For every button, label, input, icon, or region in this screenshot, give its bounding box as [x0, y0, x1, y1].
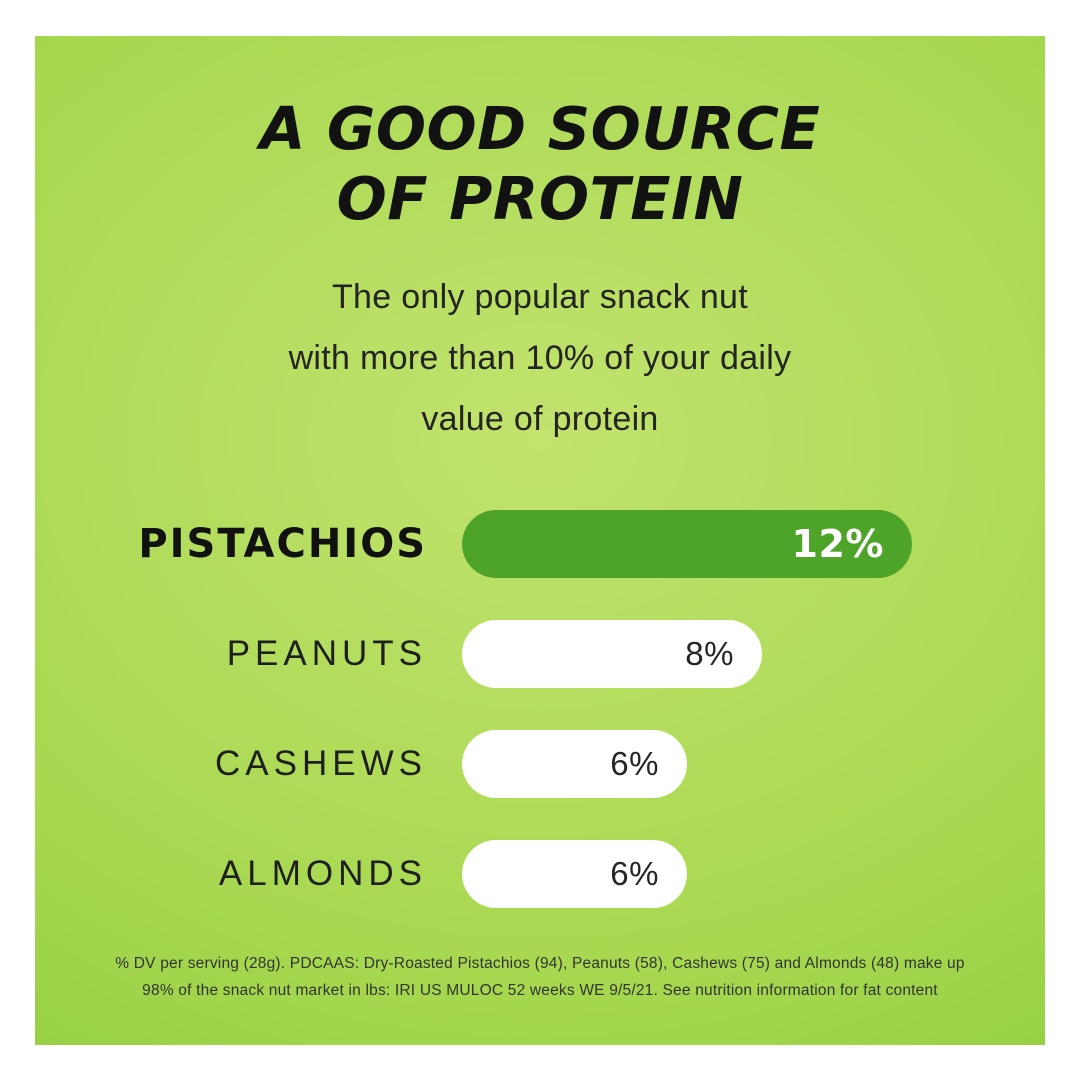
bar-value-peanuts: 8%	[685, 635, 734, 673]
footnote-disclaimer: % DV per serving (28g). PDCAAS: Dry-Roas…	[35, 950, 1045, 1004]
bar-cashews: 6%	[462, 730, 687, 799]
bar-peanuts: 8%	[462, 620, 762, 689]
page-title: A GOOD SOURCE OF PROTEIN	[35, 94, 1045, 233]
subtitle: The only popular snack nut with more tha…	[35, 267, 1045, 450]
chart-row-cashews: CASHEWS 6%	[35, 730, 1045, 799]
bar-label-pistachios: PISTACHIOS	[138, 521, 427, 568]
chart-row-almonds: ALMONDS 6%	[35, 840, 1045, 909]
bar-value-pistachios: 12%	[791, 522, 884, 567]
bar-value-almonds: 6%	[610, 855, 659, 893]
bar-value-cashews: 6%	[610, 745, 659, 783]
subtitle-line-3: value of protein	[421, 400, 659, 439]
chart-row-peanuts: PEANUTS 8%	[35, 620, 1045, 689]
chart-row-pistachios: PISTACHIOS 12%	[35, 510, 1045, 579]
bar-pistachios: 12%	[462, 510, 912, 579]
protein-bar-chart: PISTACHIOS 12% PEANUTS 8% CASHEWS 6% ALMONDS 6%	[35, 510, 1045, 909]
bar-label-peanuts: PEANUTS	[226, 634, 427, 674]
title-line-1: A GOOD SOURCE	[259, 94, 821, 163]
bar-label-almonds: ALMONDS	[218, 854, 427, 894]
title-line-2: OF PROTEIN	[336, 163, 744, 233]
green-panel: A GOOD SOURCE OF PROTEIN The only popula…	[35, 36, 1045, 1045]
footnote-line-1: % DV per serving (28g). PDCAAS: Dry-Roas…	[115, 955, 965, 973]
bar-almonds: 6%	[462, 840, 687, 909]
subtitle-line-2: with more than 10% of your daily	[288, 339, 792, 378]
subtitle-line-1: The only popular snack nut	[331, 278, 749, 317]
bar-label-cashews: CASHEWS	[215, 744, 427, 784]
footnote-line-2: 98% of the snack nut market in lbs: IRI …	[142, 982, 938, 1000]
